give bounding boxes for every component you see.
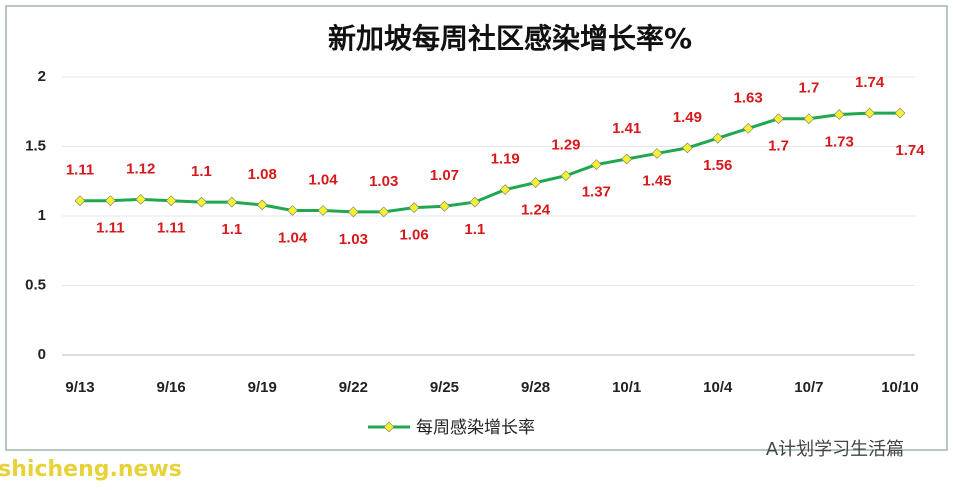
- data-label: 1.03: [339, 231, 368, 248]
- y-tick-label: 1.5: [25, 137, 46, 154]
- data-label: 1.73: [825, 133, 854, 150]
- data-label: 1.24: [521, 202, 551, 219]
- x-tick-label: 9/13: [65, 379, 94, 396]
- data-label: 1.45: [642, 172, 671, 189]
- marker: [651, 148, 663, 159]
- marker: [621, 153, 633, 165]
- marker: [104, 195, 116, 207]
- marker: [347, 206, 359, 218]
- marker: [682, 142, 693, 154]
- data-label: 1.37: [582, 184, 611, 201]
- x-tick-label: 10/1: [612, 379, 641, 396]
- marker: [74, 195, 86, 207]
- marker: [803, 113, 815, 125]
- data-label: 1.04: [278, 229, 308, 246]
- data-label: 1.12: [126, 160, 155, 177]
- x-tick-label: 9/19: [248, 379, 277, 396]
- marker: [469, 196, 481, 208]
- legend-marker: [383, 421, 395, 433]
- chart-title: 新加坡每周社区感染增长率%: [328, 22, 692, 55]
- marker: [287, 205, 298, 216]
- marker: [317, 205, 329, 216]
- marker: [864, 107, 876, 119]
- marker: [135, 193, 147, 205]
- marker: [833, 109, 845, 120]
- marker: [439, 200, 450, 212]
- data-label: 1.1: [464, 221, 485, 238]
- data-label: 1.04: [308, 171, 338, 188]
- data-label: 1.74: [895, 142, 925, 159]
- data-label: 1.7: [768, 138, 789, 155]
- data-label: 1.63: [734, 89, 763, 106]
- data-label: 1.1: [221, 221, 242, 238]
- data-label: 1.7: [798, 80, 819, 97]
- data-label: 1.07: [430, 167, 459, 184]
- marker: [226, 196, 238, 208]
- data-label: 1.56: [703, 157, 732, 174]
- marker: [256, 199, 268, 211]
- data-label: 1.74: [855, 74, 885, 91]
- marker: [378, 206, 390, 218]
- marker: [499, 184, 511, 195]
- watermark: A计划学习生活篇: [766, 439, 904, 460]
- data-label: 1.08: [248, 166, 277, 183]
- data-label: 1.11: [66, 162, 94, 179]
- marker: [712, 132, 724, 144]
- y-tick-label: 0.5: [25, 276, 46, 293]
- legend-label: 每周感染增长率: [416, 418, 535, 438]
- data-label: 1.1: [191, 163, 212, 180]
- y-tick-label: 1: [38, 207, 46, 224]
- marker: [773, 113, 784, 125]
- data-label: 1.49: [673, 109, 702, 126]
- marker: [530, 177, 541, 189]
- marker: [894, 107, 906, 119]
- x-tick-label: 9/28: [521, 379, 550, 396]
- marker: [165, 195, 177, 207]
- data-label: 1.19: [491, 151, 520, 168]
- marker: [560, 170, 572, 182]
- data-label: 1.41: [612, 120, 641, 137]
- watermark: shicheng.news: [0, 457, 182, 482]
- x-tick-label: 9/16: [157, 379, 186, 396]
- data-label: 1.03: [369, 173, 398, 190]
- y-tick-label: 2: [38, 68, 46, 85]
- x-tick-label: 10/10: [881, 379, 919, 396]
- marker: [590, 159, 602, 170]
- line: [80, 111, 900, 214]
- data-label: 1.11: [157, 220, 185, 237]
- x-tick-label: 10/4: [703, 379, 733, 396]
- x-tick-label: 9/22: [339, 379, 368, 396]
- x-tick-label: 10/7: [794, 379, 823, 396]
- y-tick-label: 0: [38, 346, 46, 363]
- chart-frame: [5, 5, 948, 451]
- x-tick-label: 9/25: [430, 379, 459, 396]
- data-label: 1.11: [96, 220, 124, 237]
- marker: [408, 202, 420, 214]
- marker: [742, 123, 754, 134]
- data-label: 1.29: [551, 137, 580, 154]
- marker: [196, 196, 207, 208]
- data-label: 1.06: [399, 227, 428, 244]
